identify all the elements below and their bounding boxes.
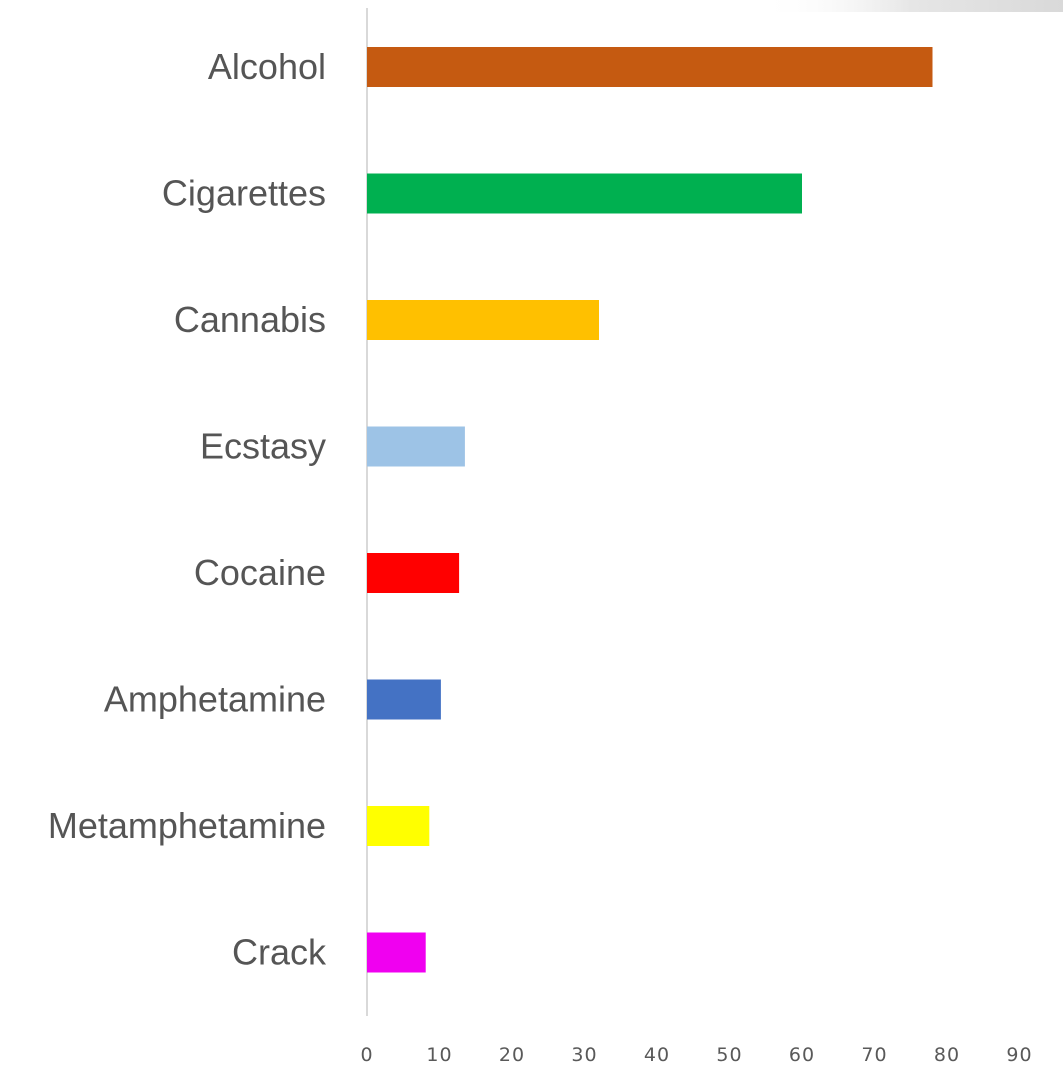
x-tick-label: 50 xyxy=(716,1044,742,1066)
category-labels: Alcohol Cigarettes Cannabis Ecstasy Cocaine A… xyxy=(48,46,327,973)
corner-shadow-decoration xyxy=(760,0,1063,12)
x-tick-label: 20 xyxy=(499,1044,525,1066)
category-label-alcohol: Alcohol xyxy=(208,46,326,87)
bar-cigarettes xyxy=(367,173,802,214)
x-tick-label: 90 xyxy=(1006,1044,1032,1066)
bar-cannabis xyxy=(367,300,599,340)
bar-crack xyxy=(367,932,426,973)
bars-group xyxy=(367,47,933,973)
bar-metamphetamine xyxy=(367,806,430,846)
x-tick-label: 80 xyxy=(934,1044,960,1066)
category-label-cannabis: Cannabis xyxy=(174,299,326,340)
category-label-crack: Crack xyxy=(232,932,327,973)
x-tick-label: 10 xyxy=(426,1044,452,1066)
category-label-amphetamine: Amphetamine xyxy=(104,679,326,720)
x-tick-label: 40 xyxy=(644,1044,670,1066)
bar-ecstasy xyxy=(367,426,465,467)
category-label-ecstasy: Ecstasy xyxy=(200,426,326,467)
x-axis-tick-labels: 0 10 20 30 40 50 60 70 80 90 xyxy=(360,1044,1032,1066)
bar-amphetamine xyxy=(367,679,441,720)
bar-cocaine xyxy=(367,553,460,593)
category-label-cigarettes: Cigarettes xyxy=(162,173,326,214)
x-tick-label: 30 xyxy=(571,1044,597,1066)
x-tick-label: 0 xyxy=(360,1044,373,1066)
x-tick-label: 70 xyxy=(861,1044,887,1066)
category-label-cocaine: Cocaine xyxy=(194,552,326,593)
category-label-metamphetamine: Metamphetamine xyxy=(48,805,326,846)
x-tick-label: 60 xyxy=(789,1044,815,1066)
bar-alcohol xyxy=(367,47,933,87)
